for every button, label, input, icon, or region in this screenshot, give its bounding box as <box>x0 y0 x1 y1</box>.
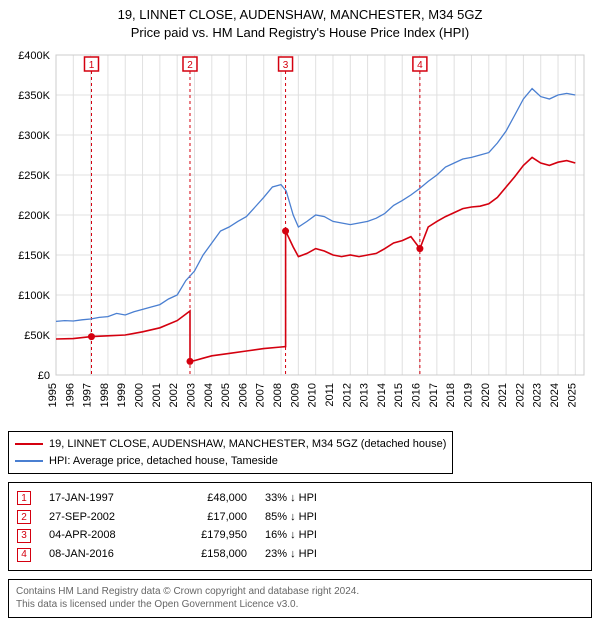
transaction-marker-num: 3 <box>283 60 289 71</box>
transaction-date: 08-JAN-2016 <box>49 545 149 564</box>
legend-item: HPI: Average price, detached house, Tame… <box>15 453 446 470</box>
transaction-price: £158,000 <box>167 545 247 564</box>
x-tick-label: 2006 <box>237 383 249 407</box>
y-tick-label: £0 <box>38 370 50 382</box>
x-tick-label: 2011 <box>324 383 336 407</box>
legend-swatch <box>15 460 43 462</box>
transaction-dot <box>282 228 289 235</box>
x-tick-label: 2017 <box>428 383 440 407</box>
transaction-date: 27-SEP-2002 <box>49 508 149 527</box>
transaction-delta: 16% ↓ HPI <box>265 526 317 545</box>
x-tick-label: 2000 <box>134 383 146 407</box>
x-tick-label: 2013 <box>359 383 371 407</box>
footer-line2: This data is licensed under the Open Gov… <box>16 598 584 612</box>
x-tick-label: 1998 <box>99 383 111 407</box>
transactions-table: 1 17-JAN-1997 £48,000 33% ↓ HPI 2 27-SEP-2002… <box>8 482 592 571</box>
y-tick-label: £350K <box>18 90 50 102</box>
y-tick-label: £200K <box>18 210 50 222</box>
x-tick-label: 2021 <box>497 383 509 407</box>
x-tick-label: 2022 <box>514 383 526 407</box>
y-tick-label: £300K <box>18 130 50 142</box>
y-tick-label: £100K <box>18 290 50 302</box>
x-tick-label: 2012 <box>341 383 353 407</box>
transaction-row: 1 17-JAN-1997 £48,000 33% ↓ HPI <box>17 489 583 508</box>
x-tick-label: 1999 <box>116 383 128 407</box>
y-tick-label: £50K <box>24 330 50 342</box>
x-tick-label: 2019 <box>462 383 474 407</box>
x-tick-label: 2005 <box>220 383 232 407</box>
legend-label: 19, LINNET CLOSE, AUDENSHAW, MANCHESTER,… <box>49 436 446 453</box>
title-line2: Price paid vs. HM Land Registry's House … <box>8 24 592 42</box>
y-tick-label: £150K <box>18 250 50 262</box>
x-tick-label: 2016 <box>411 383 423 407</box>
x-tick-label: 2003 <box>185 383 197 407</box>
title-line1: 19, LINNET CLOSE, AUDENSHAW, MANCHESTER,… <box>8 6 592 24</box>
x-tick-label: 2009 <box>289 383 301 407</box>
x-tick-label: 1995 <box>47 383 59 407</box>
transaction-marker: 1 <box>17 491 31 505</box>
x-tick-label: 2010 <box>307 383 319 407</box>
legend: 19, LINNET CLOSE, AUDENSHAW, MANCHESTER,… <box>8 431 453 474</box>
x-tick-label: 2024 <box>549 383 561 407</box>
x-tick-label: 2007 <box>255 383 267 407</box>
x-tick-label: 1996 <box>64 383 76 407</box>
x-tick-label: 2025 <box>566 383 578 407</box>
legend-swatch <box>15 443 43 445</box>
chart-title: 19, LINNET CLOSE, AUDENSHAW, MANCHESTER,… <box>8 6 592 41</box>
x-tick-label: 2001 <box>151 383 163 407</box>
x-tick-label: 2004 <box>203 383 215 407</box>
x-tick-label: 2015 <box>393 383 405 407</box>
transaction-marker: 2 <box>17 510 31 524</box>
transaction-delta: 85% ↓ HPI <box>265 508 317 527</box>
transaction-date: 04-APR-2008 <box>49 526 149 545</box>
x-tick-label: 2020 <box>480 383 492 407</box>
transaction-marker-num: 2 <box>187 60 193 71</box>
transaction-marker-num: 1 <box>89 60 95 71</box>
legend-label: HPI: Average price, detached house, Tame… <box>49 453 278 470</box>
y-tick-label: £250K <box>18 170 50 182</box>
transaction-price: £48,000 <box>167 489 247 508</box>
transaction-delta: 33% ↓ HPI <box>265 489 317 508</box>
y-tick-label: £400K <box>18 50 50 62</box>
x-tick-label: 2008 <box>272 383 284 407</box>
transaction-marker-num: 4 <box>417 60 423 71</box>
transaction-row: 2 27-SEP-2002 £17,000 85% ↓ HPI <box>17 508 583 527</box>
transaction-price: £179,950 <box>167 526 247 545</box>
legend-item: 19, LINNET CLOSE, AUDENSHAW, MANCHESTER,… <box>15 436 446 453</box>
transaction-date: 17-JAN-1997 <box>49 489 149 508</box>
transaction-row: 3 04-APR-2008 £179,950 16% ↓ HPI <box>17 526 583 545</box>
transaction-dot <box>416 245 423 252</box>
transaction-delta: 23% ↓ HPI <box>265 545 317 564</box>
transaction-marker: 3 <box>17 529 31 543</box>
x-tick-label: 2018 <box>445 383 457 407</box>
transaction-price: £17,000 <box>167 508 247 527</box>
x-tick-label: 1997 <box>82 383 94 407</box>
x-tick-label: 2014 <box>376 383 388 407</box>
x-tick-label: 2002 <box>168 383 180 407</box>
transaction-row: 4 08-JAN-2016 £158,000 23% ↓ HPI <box>17 545 583 564</box>
data-attribution: Contains HM Land Registry data © Crown c… <box>8 579 592 618</box>
footer-line1: Contains HM Land Registry data © Crown c… <box>16 585 584 599</box>
transaction-dot <box>186 358 193 365</box>
transaction-marker: 4 <box>17 548 31 562</box>
transaction-dot <box>88 333 95 340</box>
price-chart: £0 £50K £100K £150K £200K £250K £300K £350K £400… <box>8 45 592 425</box>
x-tick-label: 2023 <box>532 383 544 407</box>
